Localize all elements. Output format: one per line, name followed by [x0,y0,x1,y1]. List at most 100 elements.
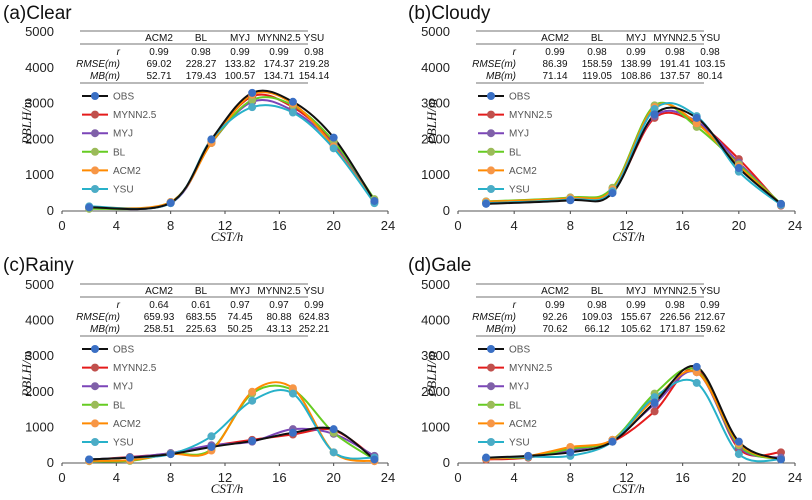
table-cell: 52.71 [146,71,171,82]
table-header: ACM2 [541,33,569,44]
legend-label: YSU [509,185,530,196]
legend-label: YSU [113,438,134,449]
x-tick-label: 20 [326,470,340,485]
table-cell: 258.51 [144,324,175,335]
data-point [329,425,338,434]
table-cell: 133.82 [225,59,256,70]
table-cell: 71.14 [542,71,567,82]
data-point [692,113,701,122]
table-cell: 158.59 [582,59,613,70]
legend-marker [487,129,495,138]
table-cell: 0.99 [149,47,169,58]
x-tick-label: 8 [167,470,174,485]
table-row-label: RMSE(m) [472,59,516,70]
legend-marker [91,419,99,428]
data-point [166,450,175,459]
table-cell: 74.45 [227,312,252,323]
legend-label: ACM2 [113,419,141,430]
legend-marker [91,166,99,175]
data-point [288,428,297,437]
y-tick-label: 4000 [25,313,54,328]
table-cell: 212.67 [695,312,726,323]
table-cell: 43.13 [266,324,291,335]
legend-marker [487,438,495,446]
x-tick-label: 24 [381,218,395,233]
data-point [207,432,216,441]
data-point [692,378,701,387]
legend-marker [487,185,495,193]
x-tick-label: 16 [675,218,689,233]
data-point [288,97,297,106]
table-header: BL [195,33,208,44]
legend-label: MYNN2.5 [509,363,553,374]
data-point [248,387,257,396]
y-tick-label: 0 [47,203,54,218]
y-tick-label: 5000 [421,277,450,292]
y-tick-label: 4000 [421,60,450,75]
data-point [776,199,785,208]
legend-label: MYNN2.5 [113,363,157,374]
data-point [524,451,533,460]
chart-panel: (c)Rainy 0 1000 2000 3000 4000 5000 0 4 8 12 16 20 24… [3,255,395,496]
table-header: MYJ [230,33,250,44]
x-tick-label: 8 [167,218,174,233]
x-tick-label: 16 [272,218,286,233]
legend-marker [487,92,495,100]
y-tick-label: 5000 [25,24,54,39]
table-header: YSU [304,33,325,44]
y-tick-label: 0 [443,455,450,470]
y-tick-label: 3000 [421,348,450,363]
x-tick-label: 20 [326,218,340,233]
legend-label: MYJ [113,129,133,140]
data-point [608,437,617,446]
table-cell: 225.63 [186,324,217,335]
table-cell: 0.99 [626,300,646,311]
table-cell: 70.62 [542,324,567,335]
data-point [482,199,491,208]
table-cell: 154.14 [299,71,330,82]
table-cell: 86.39 [542,59,567,70]
legend-label: MYJ [509,382,529,393]
table-cell: 105.62 [621,324,652,335]
chart-panel: (a)Clear 0 1000 2000 3000 4000 5000 0 4 8 12 16 20 24… [3,3,395,244]
legend-marker [487,363,495,372]
legend-label: BL [113,147,126,158]
x-tick-label: 8 [567,218,574,233]
chart-panel: (d)Gale 0 1000 2000 3000 4000 5000 0 4 8 12 16 20 24 C… [408,255,802,496]
panel-title: (d)Gale [408,255,471,276]
table-cell: 0.98 [700,47,720,58]
data-point [288,389,297,398]
y-axis-label: PBLH/m [19,99,34,146]
table-header: MYJ [230,286,250,297]
data-point [207,135,216,144]
legend-label: OBS [509,345,530,356]
panel-title: (c)Rainy [3,255,74,276]
series-line-obs [486,364,782,461]
data-point [650,110,659,119]
x-tick-label: 24 [381,470,395,485]
table-cell: 0.97 [230,300,250,311]
legend-label: YSU [113,185,134,196]
x-tick-label: 24 [788,218,802,233]
x-tick-label: 24 [788,470,802,485]
x-tick-label: 0 [58,218,65,233]
table-cell: 226.56 [660,312,691,323]
legend-marker [91,363,99,372]
table-cell: 0.98 [191,47,211,58]
y-tick-label: 1000 [421,167,450,182]
data-point [329,144,338,153]
x-axis-label: CST/h [211,229,244,244]
legend-label: MYJ [113,382,133,393]
y-tick-label: 4000 [421,313,450,328]
data-point [734,164,743,173]
table-header: YSU [700,286,721,297]
y-tick-label: 5000 [25,277,54,292]
x-tick-label: 0 [58,470,65,485]
table-cell: 134.71 [264,71,295,82]
legend-label: ACM2 [113,166,141,177]
table-cell: 624.83 [299,312,330,323]
table-header: MYNN2.5 [257,33,301,44]
table-cell: 0.98 [665,300,685,311]
table-cell: 0.64 [149,300,169,311]
table-cell: 0.99 [269,47,289,58]
